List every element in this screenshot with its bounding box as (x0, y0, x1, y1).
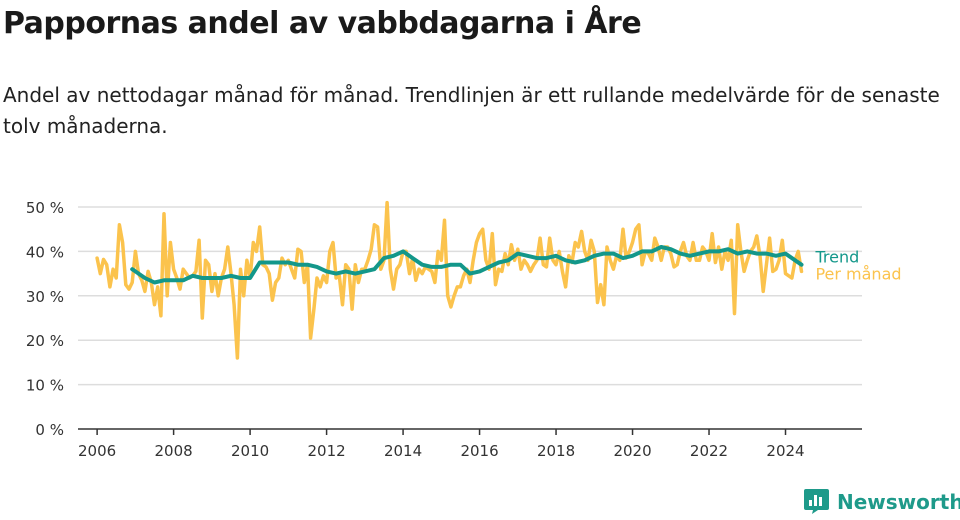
series-trend (130, 245, 804, 285)
x-tick-label: 2010 (231, 442, 269, 460)
trend-series-label: Trend (814, 248, 859, 267)
x-tick-label: 2020 (613, 442, 651, 460)
x-tick-label: 2012 (307, 442, 345, 460)
data-series (95, 200, 804, 360)
y-tick-label: 10 % (26, 377, 64, 395)
gridlines (78, 206, 862, 386)
bar-chart-icon (804, 489, 829, 514)
series-per-manad (95, 200, 804, 360)
y-tick-label: 40 % (26, 243, 64, 261)
x-tick-label: 2024 (766, 442, 804, 460)
x-tick-label: 2008 (155, 442, 193, 460)
newsworthy-logo: Newsworthy (803, 488, 960, 515)
y-tick-label: 20 % (26, 332, 64, 350)
y-tick-label: 0 % (35, 421, 64, 439)
brand-name: Newsworthy (837, 489, 960, 514)
monthly-series-label: Per månad (815, 264, 901, 283)
x-tick-label: 2022 (690, 442, 728, 460)
chart-title: Pappornas andel av vabbdagarna i Åre (3, 6, 642, 41)
y-tick-label: 50 % (26, 199, 64, 217)
y-tick-label: 30 % (26, 288, 64, 306)
x-tick-label: 2018 (537, 442, 575, 460)
chart-subtitle: Andel av nettodagar månad för månad. Tre… (3, 83, 940, 138)
y-axis-tick-labels: 0 % 10 % 20 % 30 % 40 % 50 % (26, 199, 64, 439)
x-tick-label: 2014 (384, 442, 422, 460)
x-axis: 2006 2008 2010 2012 2014 2016 2018 2020 2022 2024 (78, 428, 862, 460)
x-tick-label: 2016 (460, 442, 498, 460)
x-tick-label: 2006 (78, 442, 116, 460)
